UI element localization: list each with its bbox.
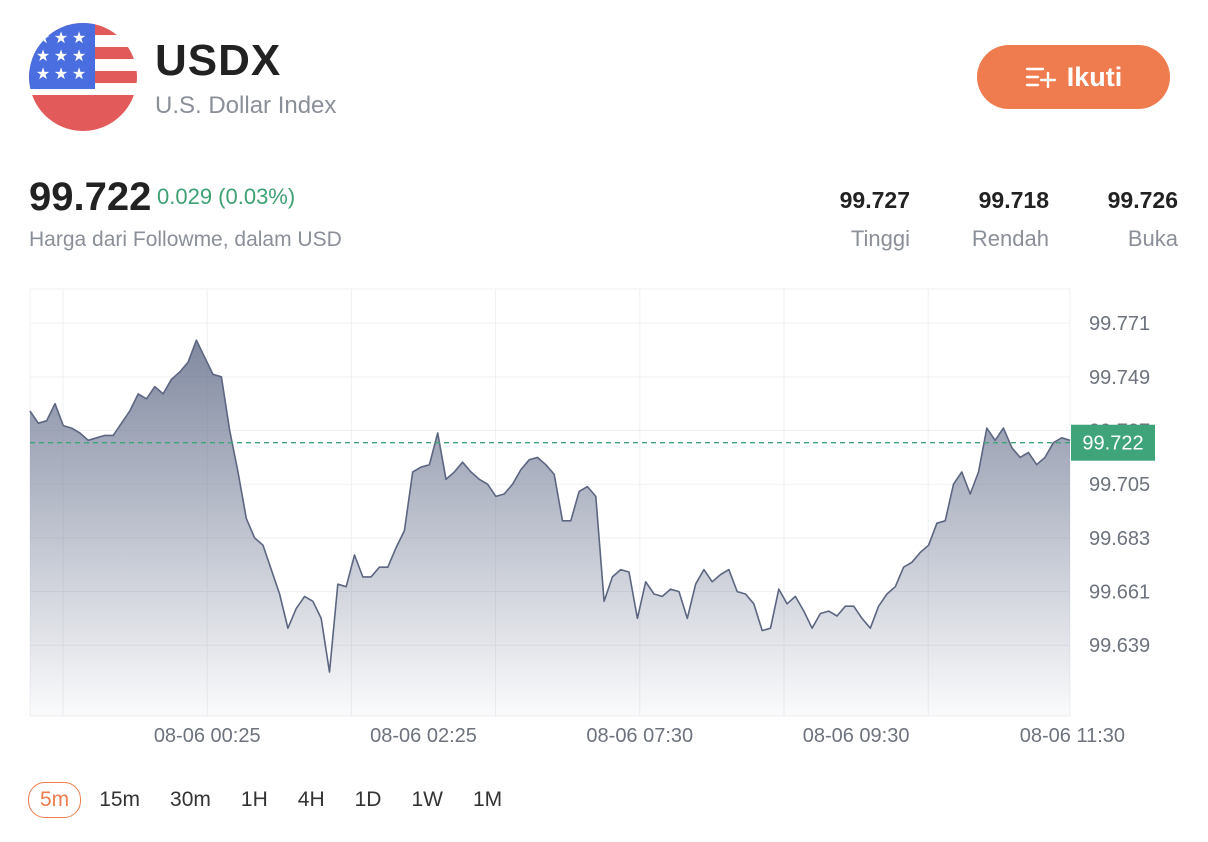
timeframe-selector: 5m 15m 30m 1H 4H 1D 1W 1M [28,782,520,818]
timeframe-1w[interactable]: 1W [411,788,443,811]
symbol-title: USDX [155,36,282,85]
price-change: 0.029 (0.03%) [157,184,296,209]
timeframe-1d[interactable]: 1D [354,788,382,811]
follow-button[interactable]: Ikuti [977,45,1170,109]
symbol-name: U.S. Dollar Index [155,92,337,119]
timeframe-5m[interactable]: 5m [28,782,82,818]
stat-high: 99.727 Tinggi [840,185,910,254]
x-tick-label: 08-06 02:25 [370,725,477,747]
current-price: 99.722 [29,175,152,219]
price-line [29,339,1071,673]
timeframe-1h[interactable]: 1H [240,788,268,811]
current-price-tag-label: 99.722 [1082,433,1143,455]
stat-open: 99.726 Buka [1108,185,1178,254]
high-value: 99.727 [839,187,910,213]
x-tick-label: 08-06 07:30 [586,725,693,747]
svg-text:★: ★ [54,28,68,47]
add-to-list-icon [1025,64,1057,90]
low-value: 99.718 [978,187,1049,213]
x-tick-label: 08-06 00:25 [154,725,261,747]
follow-button-label: Ikuti [1066,61,1123,92]
y-tick-label: 99.639 [1089,635,1150,657]
y-tick-label: 99.683 [1089,528,1150,550]
y-tick-label: 99.771 [1089,313,1150,335]
svg-text:★: ★ [54,64,68,83]
high-label: Tinggi [850,226,910,251]
open-value: 99.726 [1107,187,1178,213]
svg-text:★: ★ [54,46,68,65]
x-tick-label: 08-06 11:30 [1020,725,1125,747]
y-tick-label: 99.661 [1089,582,1150,604]
timeframe-15m[interactable]: 15m [99,788,141,811]
svg-text:★: ★ [72,64,86,83]
current-price-tag [1071,424,1155,461]
svg-text:★: ★ [72,46,86,65]
svg-text:★: ★ [72,28,86,47]
svg-text:★: ★ [36,46,50,65]
stat-low: 99.718 Rendah [972,185,1049,254]
y-tick-label: 99.705 [1089,474,1150,496]
timeframe-4h[interactable]: 4H [297,788,325,811]
timeframe-30m[interactable]: 30m [170,788,211,811]
y-tick-label: 99.749 [1089,367,1150,389]
open-label: Buka [1127,226,1178,251]
low-label: Rendah [971,226,1049,251]
price-source-note: Harga dari Followme, dalam USD [29,228,342,251]
price-area [30,340,1070,716]
svg-text:★: ★ [36,64,50,83]
timeframe-1m[interactable]: 1M [472,788,503,811]
x-tick-label: 08-06 09:30 [803,725,910,747]
